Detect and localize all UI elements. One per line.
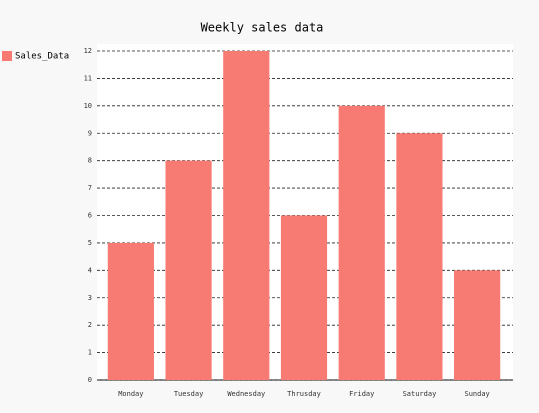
bar (396, 133, 443, 380)
x-tick-label: Sunday (464, 390, 489, 398)
y-tick-label: 7 (88, 184, 92, 192)
bar (454, 270, 501, 380)
bar (107, 242, 154, 380)
y-tick-label: 12 (84, 47, 92, 55)
bar (338, 105, 385, 380)
y-tick-label: 4 (88, 266, 92, 274)
y-tick-label: 2 (88, 321, 92, 329)
y-tick-label: 9 (88, 129, 92, 137)
y-tick-label: 10 (84, 102, 92, 110)
legend-label: Sales_Data (15, 52, 69, 62)
y-tick-label: 3 (88, 294, 92, 302)
x-tick-label: Wednesday (227, 390, 265, 398)
x-tick-label: Monday (118, 390, 143, 398)
y-tick-label: 8 (88, 157, 92, 165)
x-tick-label: Thrusday (287, 390, 321, 398)
x-tick-label: Saturday (403, 390, 437, 398)
bar (165, 160, 212, 380)
y-tick-label: 5 (88, 239, 92, 247)
y-tick-label: 0 (88, 376, 92, 384)
y-tick-label: 11 (84, 74, 92, 82)
chart-title: Weekly sales data (201, 21, 324, 35)
legend-swatch (2, 51, 12, 61)
x-tick-label: Friday (349, 390, 374, 398)
y-tick-label: 1 (88, 349, 92, 357)
bar (223, 51, 270, 380)
y-tick-label: 6 (88, 212, 92, 220)
bar (280, 215, 328, 380)
x-tick-label: Tuesday (174, 390, 204, 398)
